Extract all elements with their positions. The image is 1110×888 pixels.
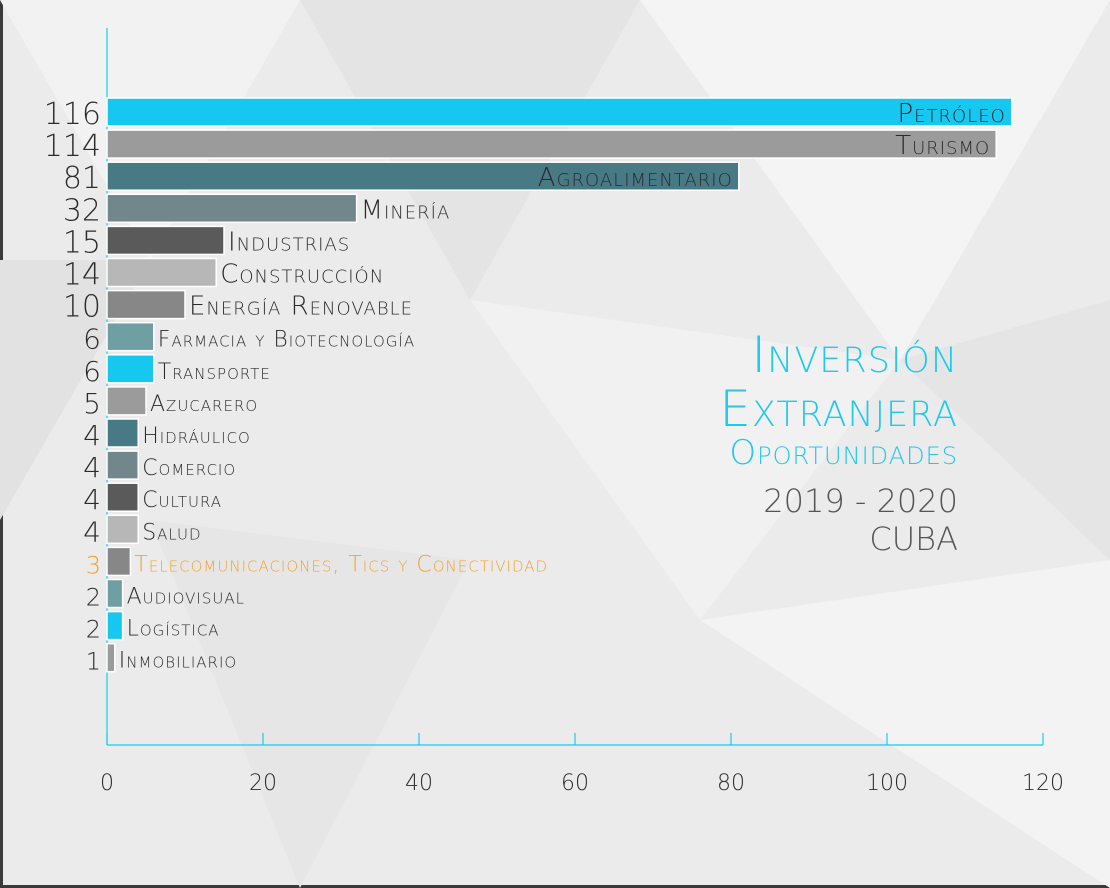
category-label: Azucarero: [150, 392, 258, 417]
bar: [106, 129, 997, 159]
x-tick-label: 40: [405, 771, 433, 796]
bar: [106, 97, 1013, 127]
x-tick-label: 100: [866, 771, 908, 796]
category-label: Audiovisual: [127, 585, 245, 610]
background-shape: [150, 520, 470, 888]
value-label: 116: [44, 97, 101, 132]
bar: [106, 514, 139, 545]
background-shape: [700, 560, 1110, 888]
category-label: Turismo: [895, 131, 990, 161]
value-label: 2: [86, 584, 101, 612]
category-label: Industrias: [228, 227, 350, 257]
category-label: Comercio: [142, 456, 236, 481]
value-label: 32: [63, 193, 101, 228]
category-label: Logística: [127, 617, 220, 642]
category-label: Transporte: [158, 360, 271, 385]
value-label: 4: [83, 515, 101, 548]
bar: [106, 225, 225, 256]
category-label: Telecomunicaciones, Tics y Conectividad: [134, 552, 548, 577]
value-label: 4: [83, 419, 101, 452]
x-tick-label: 20: [249, 771, 277, 796]
value-label: 81: [63, 161, 101, 196]
bar: [106, 257, 217, 288]
bar: [106, 386, 147, 416]
bar: [106, 610, 124, 641]
category-label: Energía Renovable: [189, 292, 413, 322]
value-label: 3: [86, 551, 101, 579]
bar: [106, 289, 186, 320]
value-label: 6: [83, 323, 101, 356]
value-label: 4: [83, 483, 101, 516]
value-label: 5: [83, 387, 101, 420]
category-label: Inmobiliario: [119, 649, 237, 674]
title-line-3: Oportunidades: [729, 433, 958, 473]
title-line-1: Inversión: [751, 326, 958, 384]
bar: [106, 418, 139, 448]
bar: [106, 642, 116, 673]
value-label: 10: [63, 290, 101, 325]
category-label: Minería: [361, 195, 451, 225]
bar: [106, 546, 132, 577]
category-label: Salud: [142, 520, 201, 545]
background-shape: [470, 300, 900, 620]
chart-title-block: Inversión Extranjera Oportunidades 2019 …: [719, 330, 958, 559]
bar: [106, 450, 139, 480]
category-label: Construcción: [220, 260, 384, 290]
value-label: 6: [83, 355, 101, 388]
value-label: 4: [83, 451, 101, 484]
value-label: 2: [86, 616, 101, 644]
category-label: Petróleo: [898, 99, 1006, 129]
value-label: 114: [44, 129, 101, 164]
value-label: 14: [63, 258, 101, 293]
category-label: Cultura: [142, 488, 222, 513]
category-label: Farmacia y Biotecnología: [158, 328, 415, 353]
x-tick-label: 0: [100, 771, 114, 796]
x-tick-label: 80: [717, 771, 745, 796]
title-line-2: Extranjera: [719, 380, 958, 438]
bar: [106, 578, 124, 609]
bar: [106, 321, 155, 352]
bar: [106, 482, 139, 512]
value-label: 15: [63, 225, 101, 260]
bar: [106, 354, 155, 384]
title-years: 2019 - 2020: [763, 482, 958, 520]
category-label: Hidráulico: [142, 424, 251, 449]
background-shape: [640, 0, 1110, 360]
background-shape: [900, 300, 1110, 560]
bar: [106, 161, 740, 191]
title-country: CUBA: [869, 520, 958, 559]
category-label: Agroalimentario: [538, 163, 733, 193]
bar: [106, 193, 358, 224]
x-tick-label: 120: [1022, 771, 1064, 796]
x-tick-label: 60: [561, 771, 589, 796]
value-label: 1: [86, 648, 101, 676]
